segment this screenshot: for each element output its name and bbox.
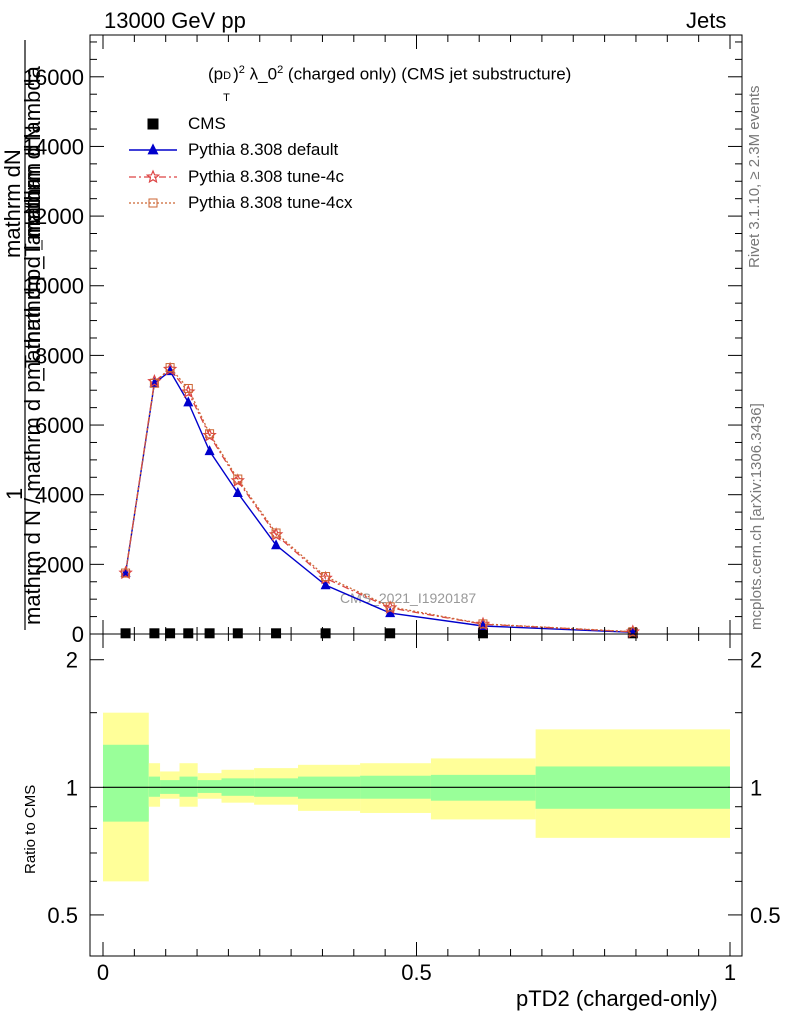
- ratio-y-tick-label-left: 2: [66, 648, 78, 673]
- y-tick-label: 14000: [23, 134, 84, 159]
- cms-point: [477, 628, 488, 639]
- pythia-tune-4cx-point: [478, 619, 488, 629]
- x-axis-label: pTD2 (charged-only): [516, 986, 718, 1011]
- header-left: 13000 GeV pp: [104, 8, 246, 33]
- cms-point: [120, 628, 131, 639]
- cms-point: [320, 628, 331, 639]
- legend-label-default: Pythia 8.308 default: [188, 140, 339, 159]
- pythia-tune-4cx-point: [121, 568, 131, 578]
- ratio-inner-band-4: [197, 780, 222, 793]
- pythia-default-point: [204, 445, 215, 456]
- title-close: ): [233, 64, 239, 84]
- ticks: 0 2000 4000 6000 8000 10000 12000 14000 16000 0 0.…: [23, 35, 781, 985]
- pythia-tune-4cx-point: [233, 474, 243, 484]
- legend-label-cms: CMS: [188, 114, 226, 133]
- cms-point: [183, 628, 194, 639]
- cms-point: [149, 628, 160, 639]
- y-tick-label: 6000: [35, 413, 84, 438]
- ratio-y-tick-label-right: 1: [750, 775, 762, 800]
- cms-point: [204, 628, 215, 639]
- series-line-2: [124, 368, 633, 633]
- cms-point: [165, 628, 176, 639]
- title-sub-t: T: [223, 91, 230, 104]
- legend-marker-tune-4cx: [148, 198, 158, 208]
- pythia-default-point: [149, 377, 160, 388]
- ratio-y-tick-label-right: 0.5: [750, 903, 781, 928]
- x-tick-label: 0: [97, 960, 109, 985]
- watermark: CMS_2021_I1920187: [340, 590, 477, 606]
- pythia-tune-4cx-point: [149, 378, 159, 388]
- main-plot: [89, 34, 743, 639]
- legend-marker-default: [147, 143, 159, 155]
- pythia-default-point: [320, 579, 331, 590]
- ratio-bands: [103, 712, 730, 882]
- legend-marker-cms: [147, 118, 159, 130]
- x-tick-label: 1: [724, 960, 736, 985]
- title-lambda: λ_0: [244, 64, 278, 84]
- legend-label-tune-4c: Pythia 8.308 tune-4c: [188, 167, 344, 186]
- y-tick-label: 2000: [35, 552, 84, 577]
- pythia-tune-4cx-point: [183, 383, 193, 393]
- pythia-default-point: [165, 365, 176, 376]
- title-sup-3: 2: [277, 64, 284, 76]
- cms-point: [271, 628, 282, 639]
- series-line-1: [124, 370, 633, 633]
- x-tick-label: 0.5: [401, 960, 432, 985]
- pythia-tune-4cx-point: [628, 627, 638, 637]
- pythia-tune-4cx-point: [271, 528, 281, 538]
- pythia-tune-4cx-point: [205, 429, 215, 439]
- ratio-inner-band-1: [148, 776, 161, 797]
- pythia-default-point: [183, 396, 194, 407]
- title-p: (p: [208, 64, 224, 84]
- series-line-3: [124, 366, 633, 633]
- ratio-inner-band-0: [103, 744, 149, 822]
- header-right: Jets: [686, 8, 727, 33]
- title-rest: (charged only) (CMS jet substructure): [283, 64, 572, 84]
- ratio-inner-band-3: [179, 776, 198, 797]
- y-tick-label: 12000: [23, 204, 84, 229]
- y-tick-label: 0: [72, 622, 84, 647]
- ratio-y-tick-label-left: 0.5: [47, 903, 78, 928]
- legend: [129, 118, 177, 208]
- cms-point: [385, 628, 396, 639]
- pythia-default-point: [385, 607, 396, 618]
- legend-marker-tune-4c: [145, 169, 161, 184]
- title-sup-2: 2: [238, 64, 245, 76]
- ratio-y-tick-label-right: 2: [750, 648, 762, 673]
- chart-title: (p D T)2 λ_02 (charged only) (CMS jet subs…: [208, 64, 572, 104]
- legend-label-tune-4cx: Pythia 8.308 tune-4cx: [188, 193, 353, 212]
- y-tick-label: 16000: [23, 65, 84, 90]
- y-tick-label: 4000: [35, 483, 84, 508]
- pythia-tune-4cx-point: [321, 572, 331, 582]
- pythia-tune-4cx-point: [385, 602, 395, 612]
- ratio-y-tick-label-left: 1: [66, 775, 78, 800]
- title-sup-d: D: [223, 69, 232, 82]
- pythia-default-point: [232, 486, 243, 497]
- y-tick-label: 8000: [35, 343, 84, 368]
- main-frame: [89, 34, 743, 635]
- y-tick-label: 10000: [23, 274, 84, 299]
- cms-point: [232, 628, 243, 639]
- pythia-default-point: [271, 539, 282, 550]
- pythia-tune-4cx-point: [165, 363, 175, 373]
